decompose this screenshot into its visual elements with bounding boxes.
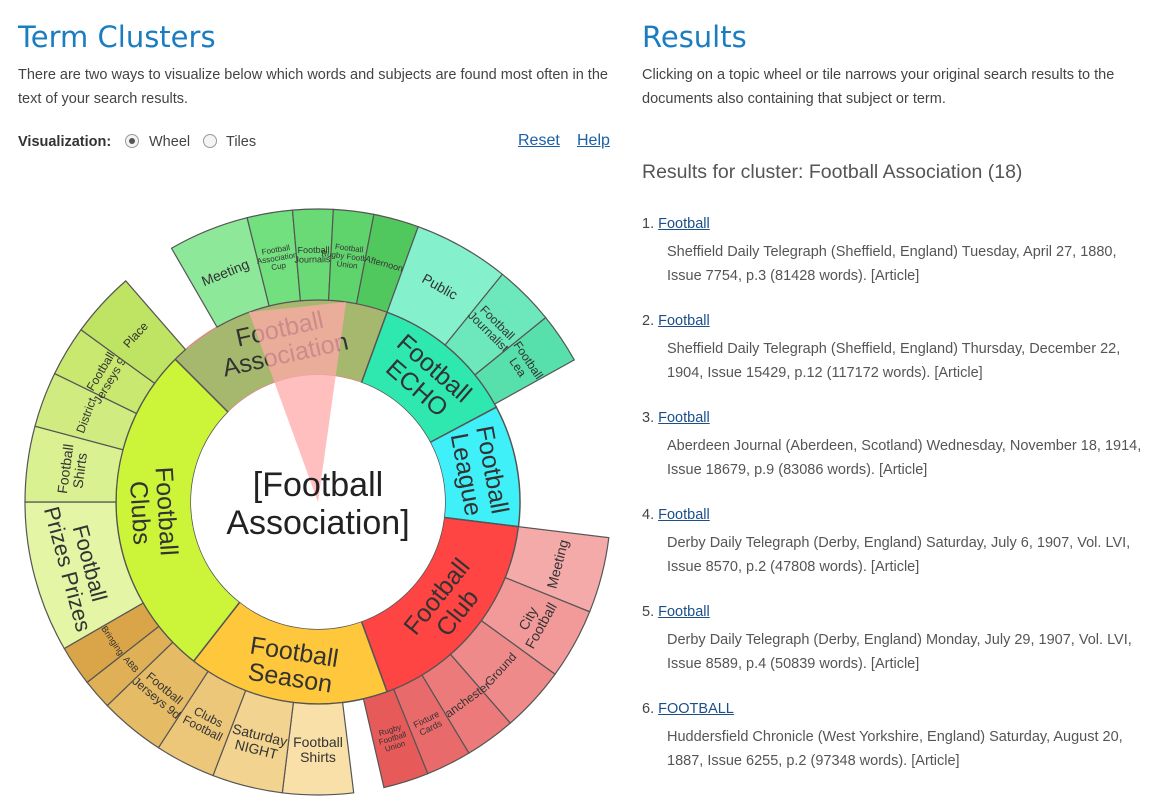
selected-wedge xyxy=(248,301,347,502)
outer-segment-label: FootballJournalist xyxy=(294,245,333,265)
result-description: Sheffield Daily Telegraph (Sheffield, En… xyxy=(667,244,1117,284)
outer-segment-label: ClubsFootball xyxy=(180,701,230,744)
term-clusters-title: Term Clusters xyxy=(18,20,216,54)
result-number: 5. xyxy=(642,604,655,620)
visualization-bar: Visualization: Wheel Tiles Reset Help xyxy=(18,132,611,154)
result-number: 1. xyxy=(642,216,655,232)
wheel-radio[interactable] xyxy=(125,134,139,148)
result-description: Huddersfield Chronicle (West Yorkshire, … xyxy=(667,729,1123,769)
result-item: 2. Football Sheffield Daily Telegraph (Sh… xyxy=(642,313,1152,410)
result-item: 1. Football Sheffield Daily Telegraph (Sh… xyxy=(642,216,1152,313)
result-item: 4. Football Derby Daily Telegraph (Derby,… xyxy=(642,507,1152,604)
tiles-radio[interactable] xyxy=(203,134,217,148)
reset-link[interactable]: Reset xyxy=(518,132,560,149)
result-number: 3. xyxy=(642,410,655,426)
result-title-link[interactable]: FOOTBALL xyxy=(658,701,734,717)
outer-segment[interactable] xyxy=(362,688,429,789)
result-number: 6. xyxy=(642,701,655,717)
result-item: 3. Football Aberdeen Journal (Aberdeen, S… xyxy=(642,410,1152,507)
wheel-center-label: [Football Association] xyxy=(226,466,409,542)
result-title-link[interactable]: Football xyxy=(658,410,710,426)
result-number: 2. xyxy=(642,313,655,329)
result-description: Derby Daily Telegraph (Derby, England) M… xyxy=(667,632,1132,672)
results-intro: Clicking on a topic wheel or tile narrow… xyxy=(642,66,1115,107)
result-title-link[interactable]: Football xyxy=(658,216,710,232)
result-description: Derby Daily Telegraph (Derby, England) S… xyxy=(667,535,1131,575)
tiles-option-label[interactable]: Tiles xyxy=(226,134,257,150)
term-clusters-panel: Term Clusters There are two ways to visu… xyxy=(18,20,618,796)
result-number: 4. xyxy=(642,507,655,523)
results-heading: Results for cluster: Football Associatio… xyxy=(642,160,1023,183)
term-wheel[interactable]: FootballAssociationFootballECHOFootballL… xyxy=(18,180,618,810)
wheel-option-label[interactable]: Wheel xyxy=(149,134,191,150)
outer-segment-label: FootballShirts xyxy=(54,443,91,496)
result-title-link[interactable]: Football xyxy=(658,313,710,329)
result-item: 6. FOOTBALL Huddersfield Chronicle (West … xyxy=(642,701,1152,798)
results-panel: Results Clicking on a topic wheel or til… xyxy=(642,20,1152,769)
result-description: Sheffield Daily Telegraph (Sheffield, En… xyxy=(667,341,1121,381)
term-clusters-intro: There are two ways to visualize below wh… xyxy=(18,66,608,107)
result-title-link[interactable]: Football xyxy=(658,604,710,620)
outer-segment[interactable] xyxy=(474,316,576,405)
help-link[interactable]: Help xyxy=(577,132,610,149)
results-list: 1. Football Sheffield Daily Telegraph (Sh… xyxy=(642,216,1152,798)
outer-segment[interactable] xyxy=(80,280,187,385)
results-title: Results xyxy=(642,20,747,54)
result-title-link[interactable]: Football xyxy=(658,507,710,523)
result-item: 5. Football Derby Daily Telegraph (Derby,… xyxy=(642,604,1152,701)
inner-segment-label: FootballClubs xyxy=(123,466,183,558)
visualization-label: Visualization: xyxy=(18,134,112,150)
result-description: Aberdeen Journal (Aberdeen, Scotland) We… xyxy=(667,438,1142,478)
